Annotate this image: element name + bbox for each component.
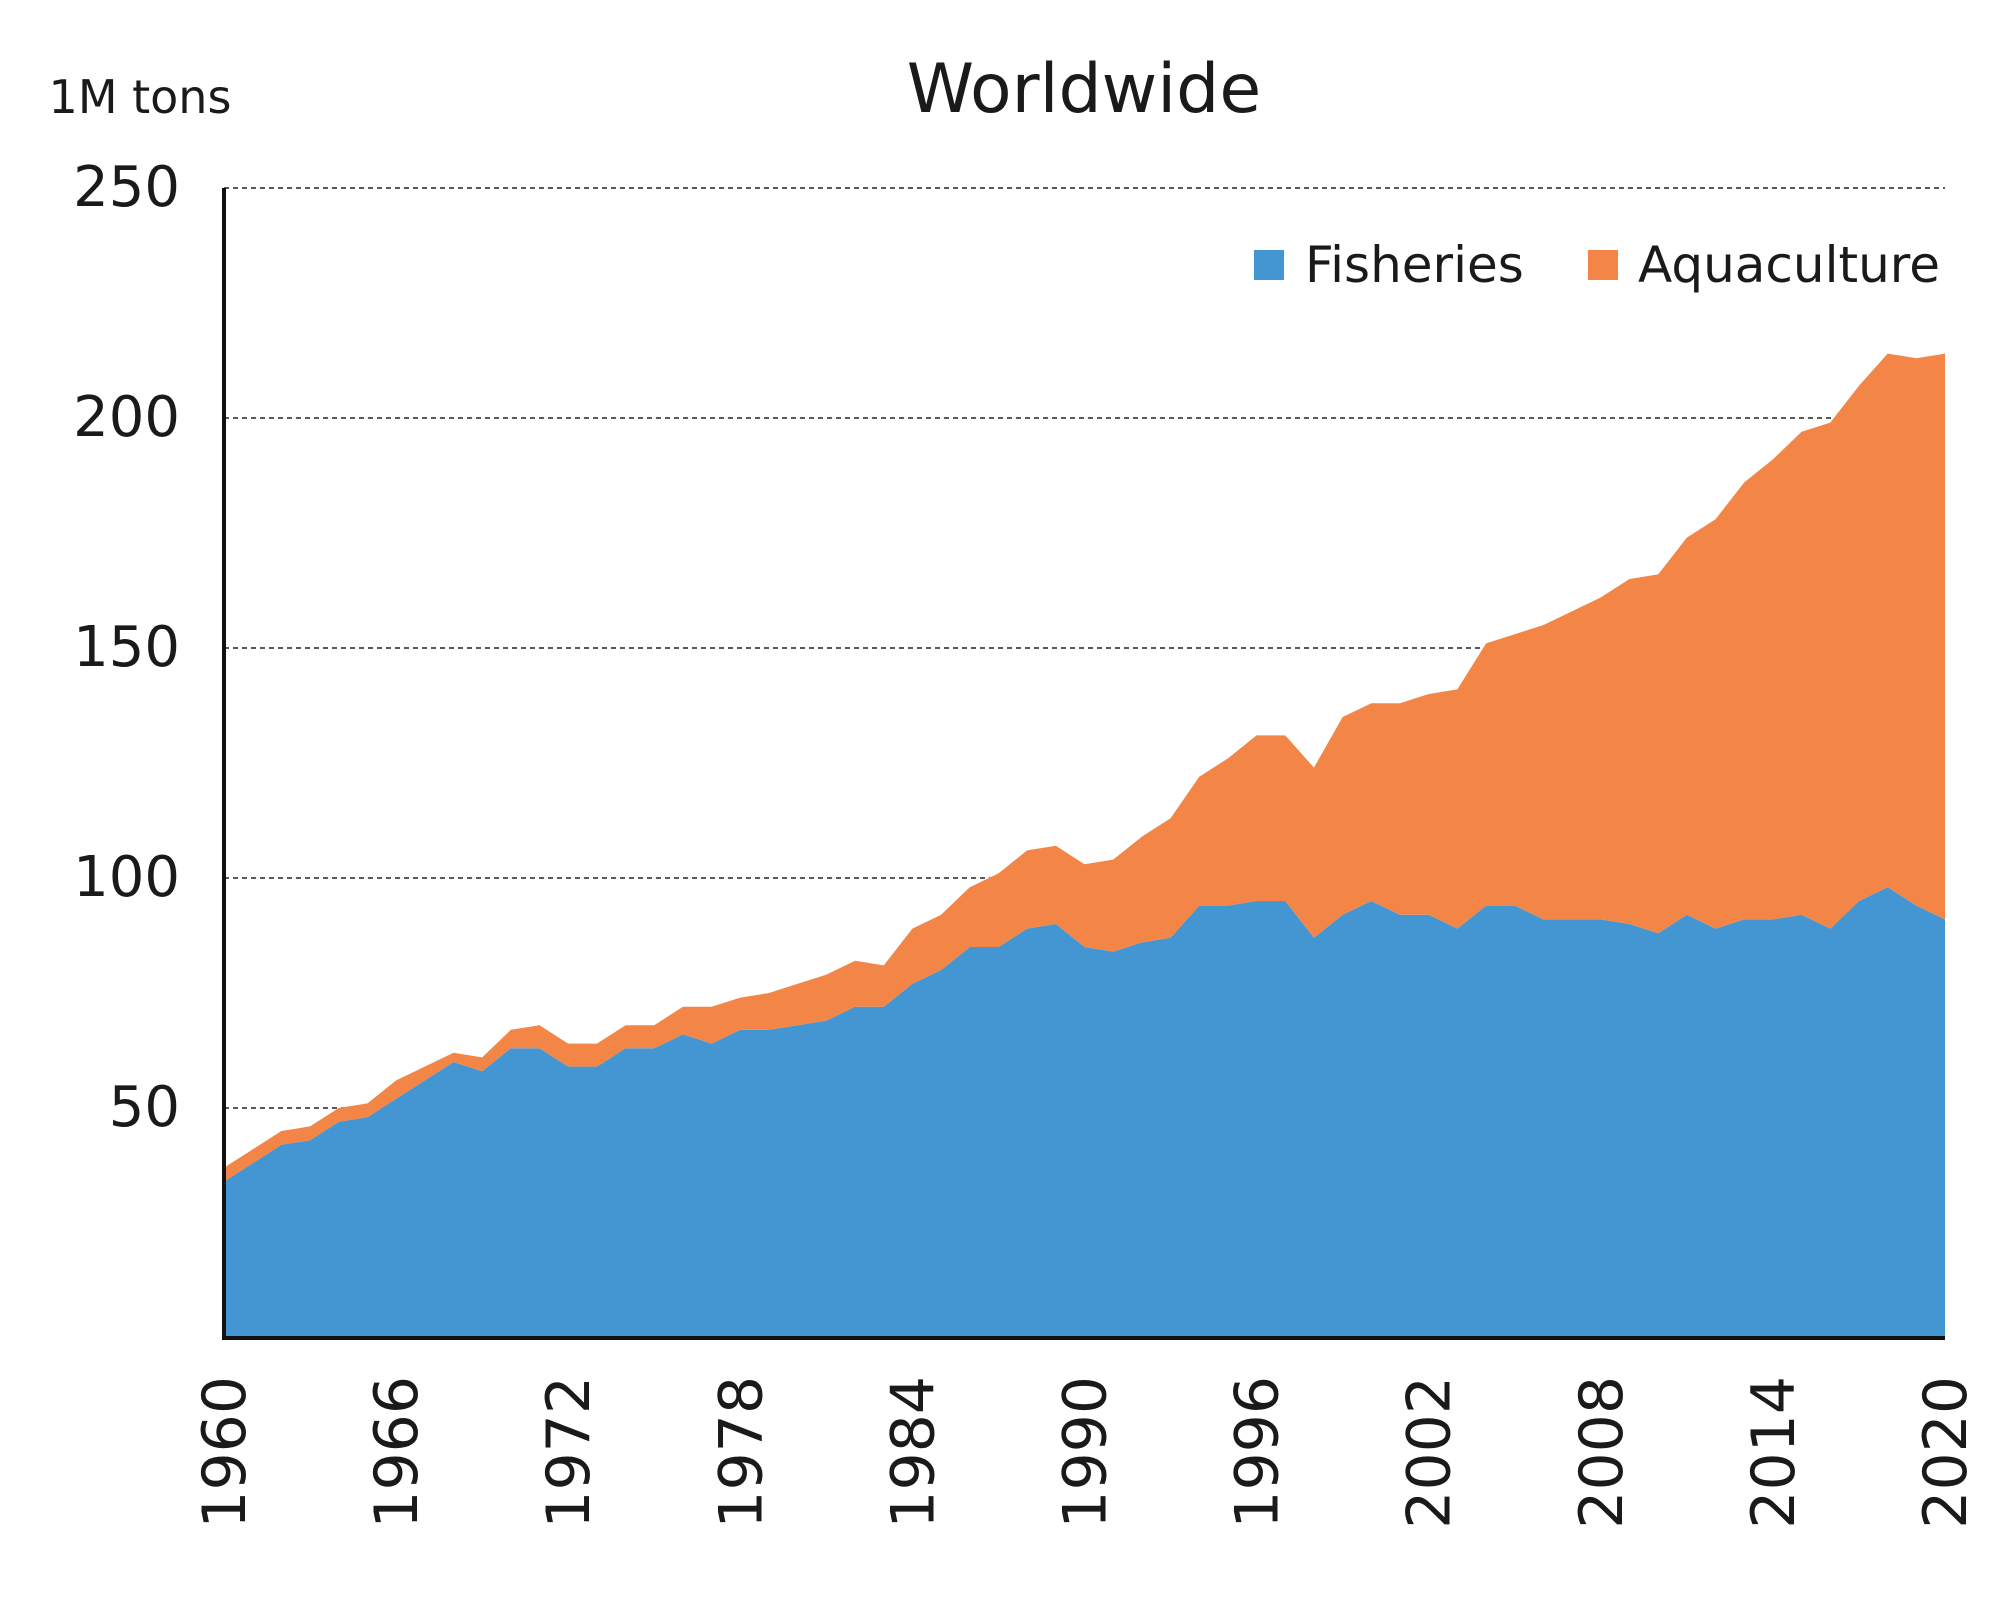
legend: Fisheries Aquaculture bbox=[1254, 236, 1940, 294]
x-tick-label-1996: 1996 bbox=[1223, 1376, 1293, 1529]
y-tick-label-250: 250 bbox=[73, 155, 180, 220]
chart-title: Worldwide bbox=[907, 50, 1261, 129]
x-tick-label-2002: 2002 bbox=[1395, 1376, 1465, 1529]
x-tick-label-2008: 2008 bbox=[1567, 1376, 1637, 1529]
x-tick-label-1990: 1990 bbox=[1051, 1376, 1121, 1529]
legend-swatch-fisheries bbox=[1254, 250, 1284, 280]
area-aquaculture bbox=[224, 353, 1945, 1182]
x-tick-label-1960: 1960 bbox=[190, 1376, 260, 1529]
x-tick-label-1972: 1972 bbox=[534, 1376, 604, 1529]
legend-label-aquaculture: Aquaculture bbox=[1638, 236, 1940, 294]
x-tick-label-2014: 2014 bbox=[1739, 1376, 1809, 1529]
y-tick-labels: 50 100 150 200 250 bbox=[73, 155, 180, 1140]
legend-swatch-aquaculture bbox=[1588, 250, 1618, 280]
y-tick-label-150: 150 bbox=[73, 615, 180, 680]
x-tick-label-1978: 1978 bbox=[706, 1376, 776, 1529]
x-tick-label-2020: 2020 bbox=[1911, 1376, 1981, 1529]
y-tick-label-50: 50 bbox=[109, 1075, 180, 1140]
legend-label-fisheries: Fisheries bbox=[1305, 236, 1524, 294]
y-tick-label-100: 100 bbox=[73, 845, 180, 910]
y-axis-unit-label: 1M tons bbox=[49, 70, 232, 124]
x-tick-label-1966: 1966 bbox=[362, 1376, 432, 1529]
axes bbox=[222, 188, 1945, 1340]
x-tick-label-1984: 1984 bbox=[878, 1376, 948, 1529]
y-tick-label-200: 200 bbox=[73, 385, 180, 450]
area-series bbox=[224, 353, 1945, 1338]
x-tick-labels: 1960 1966 1972 1978 1984 1990 1996 2002 2008 2014… bbox=[190, 1376, 1981, 1529]
area-fisheries bbox=[224, 887, 1945, 1338]
